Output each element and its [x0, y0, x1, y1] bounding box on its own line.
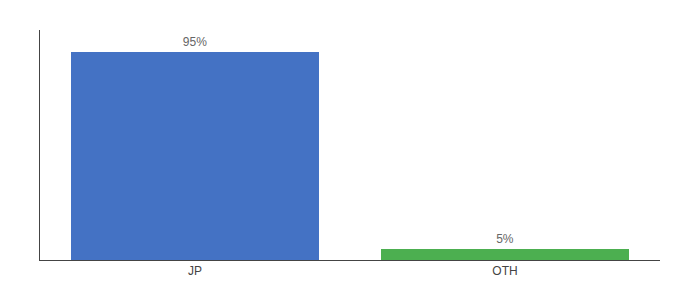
svg-text:5%: 5% [496, 232, 514, 246]
svg-text:JP: JP [188, 264, 202, 278]
svg-text:OTH: OTH [492, 264, 517, 278]
svg-text:95%: 95% [183, 35, 207, 49]
